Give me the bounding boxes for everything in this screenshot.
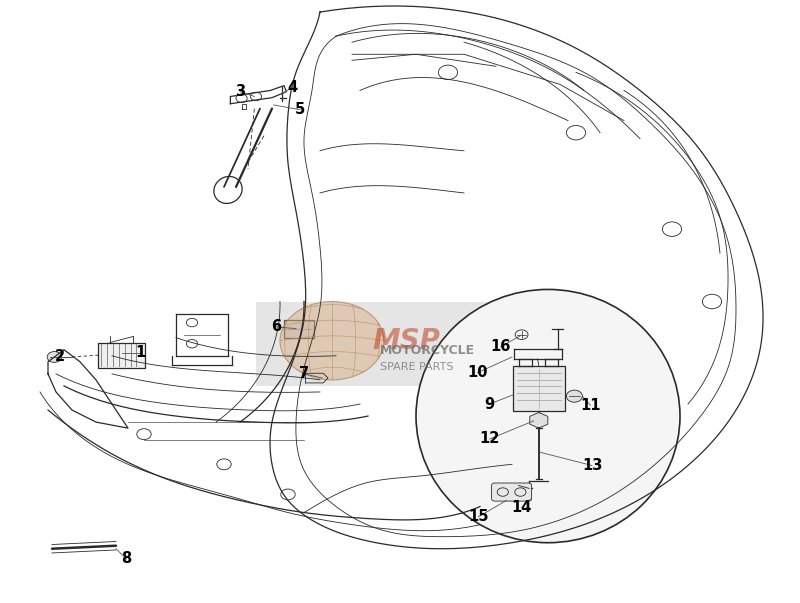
Polygon shape xyxy=(530,412,548,428)
Text: 1: 1 xyxy=(135,346,145,360)
Text: 13: 13 xyxy=(582,458,602,473)
FancyBboxPatch shape xyxy=(513,366,565,411)
Text: MSP: MSP xyxy=(372,327,440,355)
Text: 3: 3 xyxy=(235,84,245,99)
FancyBboxPatch shape xyxy=(98,343,145,368)
Ellipse shape xyxy=(416,289,680,543)
Text: 14: 14 xyxy=(511,500,532,515)
Text: 12: 12 xyxy=(479,432,500,446)
Text: 5: 5 xyxy=(295,103,305,117)
Text: 7: 7 xyxy=(299,367,309,381)
Text: MOTORCYCLE: MOTORCYCLE xyxy=(380,344,475,358)
Text: 9: 9 xyxy=(485,397,494,411)
Text: 6: 6 xyxy=(271,320,281,334)
Text: SPARE PARTS: SPARE PARTS xyxy=(380,362,454,372)
Circle shape xyxy=(47,352,62,362)
Text: 10: 10 xyxy=(467,365,488,380)
Text: 15: 15 xyxy=(468,510,489,524)
Text: 8: 8 xyxy=(122,552,131,566)
Text: 11: 11 xyxy=(580,398,601,412)
FancyBboxPatch shape xyxy=(491,483,532,501)
FancyBboxPatch shape xyxy=(284,320,314,338)
Circle shape xyxy=(280,302,384,380)
Text: 16: 16 xyxy=(490,339,511,354)
Circle shape xyxy=(566,390,582,402)
Text: 2: 2 xyxy=(55,350,65,364)
FancyBboxPatch shape xyxy=(256,302,544,386)
Text: 4: 4 xyxy=(287,80,297,95)
